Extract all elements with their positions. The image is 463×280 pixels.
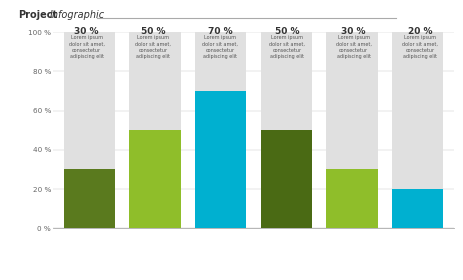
Text: Lorem ipsum
dolor sit amet,
consectetur
adipiscing elit: Lorem ipsum dolor sit amet, consectetur … bbox=[136, 35, 171, 59]
Text: Project: Project bbox=[19, 10, 58, 20]
Text: Lorem ipsum
dolor sit amet,
consectetur
adipiscing elit: Lorem ipsum dolor sit amet, consectetur … bbox=[336, 35, 371, 59]
Text: 70 %: 70 % bbox=[208, 27, 232, 36]
Bar bbox=[261, 32, 312, 228]
Text: Lorem ipsum
dolor sit amet,
consectetur
adipiscing elit: Lorem ipsum dolor sit amet, consectetur … bbox=[69, 35, 105, 59]
Bar bbox=[326, 32, 378, 228]
Text: 30 %: 30 % bbox=[341, 27, 366, 36]
Bar bbox=[392, 32, 443, 228]
Text: 50 %: 50 % bbox=[141, 27, 166, 36]
Bar bbox=[129, 130, 181, 228]
Text: 20 %: 20 % bbox=[408, 27, 432, 36]
Text: Lorem ipsum
dolor sit amet,
consectetur
adipiscing elit: Lorem ipsum dolor sit amet, consectetur … bbox=[402, 35, 438, 59]
Bar bbox=[64, 32, 115, 228]
Bar bbox=[129, 32, 181, 228]
Text: Step 06: Step 06 bbox=[404, 247, 437, 256]
Text: Step 01: Step 01 bbox=[70, 247, 103, 256]
Bar bbox=[64, 169, 115, 228]
Bar bbox=[195, 91, 246, 228]
Text: LOGOTYPE: LOGOTYPE bbox=[413, 14, 439, 18]
Bar bbox=[326, 169, 378, 228]
Text: Step 02: Step 02 bbox=[137, 247, 170, 256]
Bar bbox=[261, 130, 312, 228]
Text: 50 %: 50 % bbox=[275, 27, 299, 36]
Bar bbox=[392, 189, 443, 228]
Text: Step 05: Step 05 bbox=[337, 247, 370, 256]
Bar bbox=[195, 32, 246, 228]
Text: Step 04: Step 04 bbox=[270, 247, 303, 256]
Text: Step 03: Step 03 bbox=[204, 247, 237, 256]
Text: Infographic: Infographic bbox=[50, 10, 105, 20]
Text: Lorem ipsum
dolor sit amet,
consectetur
adipiscing elit: Lorem ipsum dolor sit amet, consectetur … bbox=[202, 35, 238, 59]
Text: Lorem ipsum
dolor sit amet,
consectetur
adipiscing elit: Lorem ipsum dolor sit amet, consectetur … bbox=[269, 35, 305, 59]
Text: 30 %: 30 % bbox=[75, 27, 99, 36]
